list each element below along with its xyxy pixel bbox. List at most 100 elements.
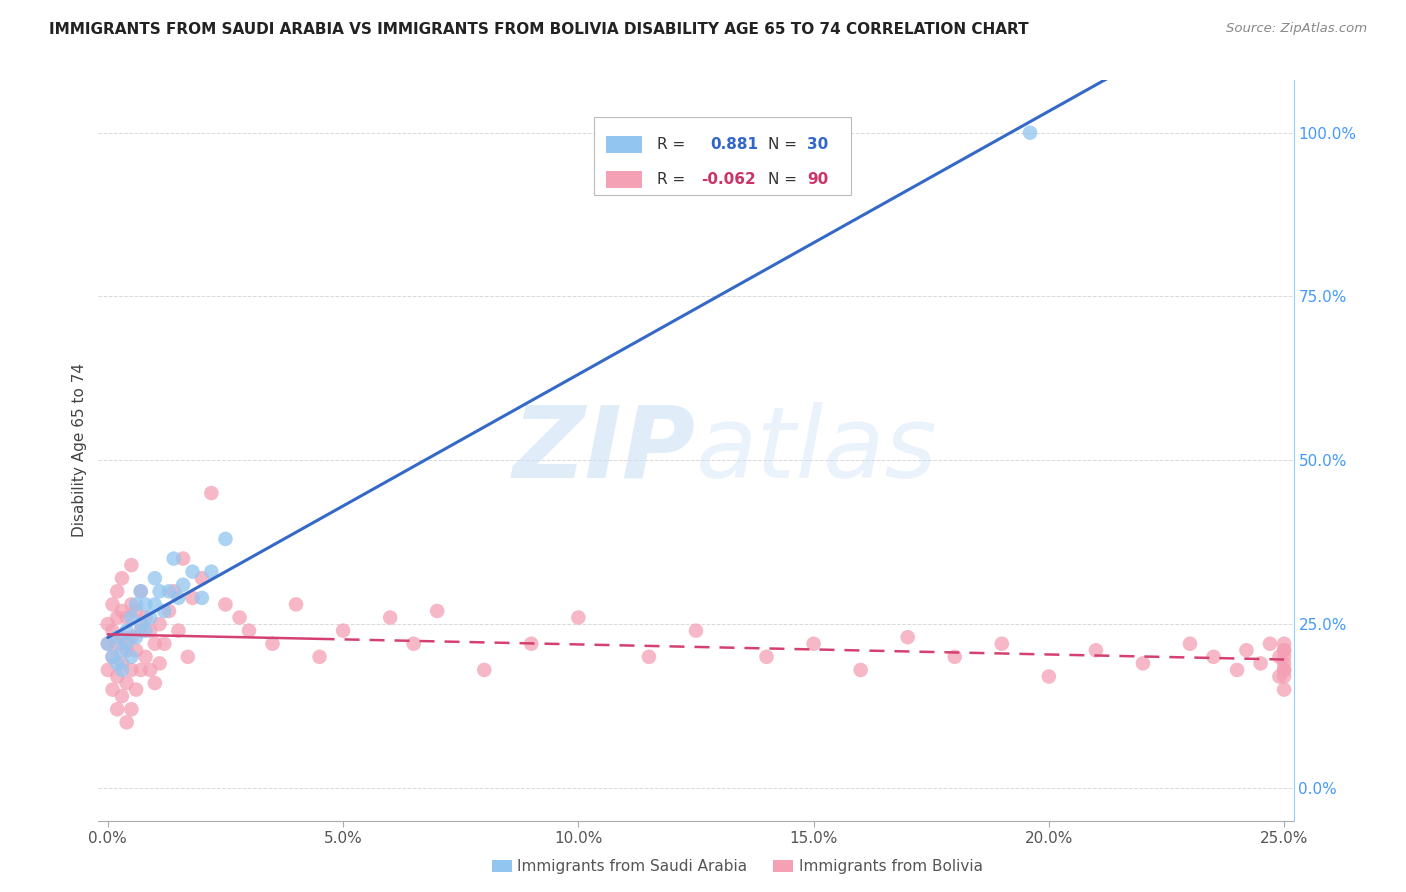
Text: R =: R = (657, 137, 685, 152)
Point (426, 604, 449, 618)
Text: R =: R = (657, 172, 685, 187)
Point (115, 676, 138, 690)
Point (1272, 657, 1295, 671)
Point (120, 649, 142, 664)
Point (181, 565, 204, 579)
Point (105, 630, 128, 644)
Point (97, 637, 120, 651)
Point (97, 663, 120, 677)
Point (111, 657, 134, 671)
Point (1272, 643, 1295, 657)
Point (172, 578, 194, 592)
Point (1268, 669, 1291, 683)
Point (120, 598, 142, 612)
Text: atlas: atlas (696, 402, 938, 499)
Point (105, 610, 128, 624)
Text: -0.062: -0.062 (700, 172, 755, 187)
Y-axis label: Disability Age 65 to 74: Disability Age 65 to 74 (72, 363, 87, 538)
Text: Immigrants from Bolivia: Immigrants from Bolivia (799, 859, 983, 873)
Point (125, 598, 148, 612)
Point (1272, 643, 1295, 657)
Point (1272, 663, 1295, 677)
Point (1272, 669, 1295, 683)
Point (111, 663, 134, 677)
Text: Immigrants from Saudi Arabia: Immigrants from Saudi Arabia (517, 859, 748, 873)
Point (167, 591, 190, 605)
Point (1178, 637, 1201, 651)
Text: Source: ZipAtlas.com: Source: ZipAtlas.com (1226, 22, 1367, 36)
Point (134, 610, 156, 624)
Point (125, 604, 148, 618)
Point (111, 571, 134, 585)
Point (1019, 126, 1042, 140)
Point (115, 610, 138, 624)
Point (308, 649, 330, 664)
Point (214, 598, 236, 612)
FancyBboxPatch shape (606, 136, 643, 153)
Point (332, 624, 354, 638)
Text: 90: 90 (807, 172, 828, 187)
Point (111, 689, 134, 703)
Point (755, 649, 778, 664)
Point (115, 637, 138, 651)
Point (1268, 649, 1291, 664)
Point (157, 604, 180, 618)
Point (685, 624, 707, 638)
Point (167, 624, 190, 638)
Point (134, 598, 156, 612)
Point (897, 630, 920, 644)
Point (101, 598, 124, 612)
Point (1272, 649, 1295, 664)
Point (262, 637, 284, 651)
Point (101, 624, 124, 638)
Point (157, 584, 180, 599)
Point (163, 584, 186, 599)
Point (638, 649, 661, 664)
Point (143, 637, 166, 651)
Point (105, 584, 128, 599)
Point (172, 551, 194, 566)
Point (120, 630, 142, 644)
Point (139, 624, 162, 638)
Point (97, 617, 120, 632)
Point (120, 663, 142, 677)
Point (120, 610, 142, 624)
Point (200, 486, 222, 500)
Point (111, 630, 134, 644)
Point (228, 610, 250, 624)
Point (101, 649, 124, 664)
Point (143, 598, 166, 612)
Point (567, 610, 589, 624)
Point (105, 669, 128, 683)
Point (134, 649, 156, 664)
Text: N =: N = (768, 137, 797, 152)
Point (149, 617, 172, 632)
Point (134, 624, 156, 638)
Point (238, 624, 260, 638)
Point (111, 643, 134, 657)
Point (120, 702, 142, 716)
Point (214, 532, 236, 546)
Text: 30: 30 (807, 137, 828, 152)
Point (115, 643, 138, 657)
Point (129, 617, 152, 632)
Point (120, 558, 142, 573)
Point (111, 604, 134, 618)
Point (97, 637, 120, 651)
Point (105, 657, 128, 671)
Point (129, 663, 152, 677)
Point (177, 649, 200, 664)
Point (105, 637, 128, 651)
Point (115, 715, 138, 730)
Point (129, 584, 152, 599)
Point (520, 637, 543, 651)
Text: 0.881: 0.881 (710, 137, 758, 152)
FancyBboxPatch shape (606, 170, 643, 188)
Point (163, 551, 186, 566)
Point (143, 676, 166, 690)
Point (1084, 643, 1107, 657)
Text: ZIP: ZIP (513, 402, 696, 499)
Point (101, 649, 124, 664)
Point (181, 591, 204, 605)
Point (1272, 682, 1295, 697)
